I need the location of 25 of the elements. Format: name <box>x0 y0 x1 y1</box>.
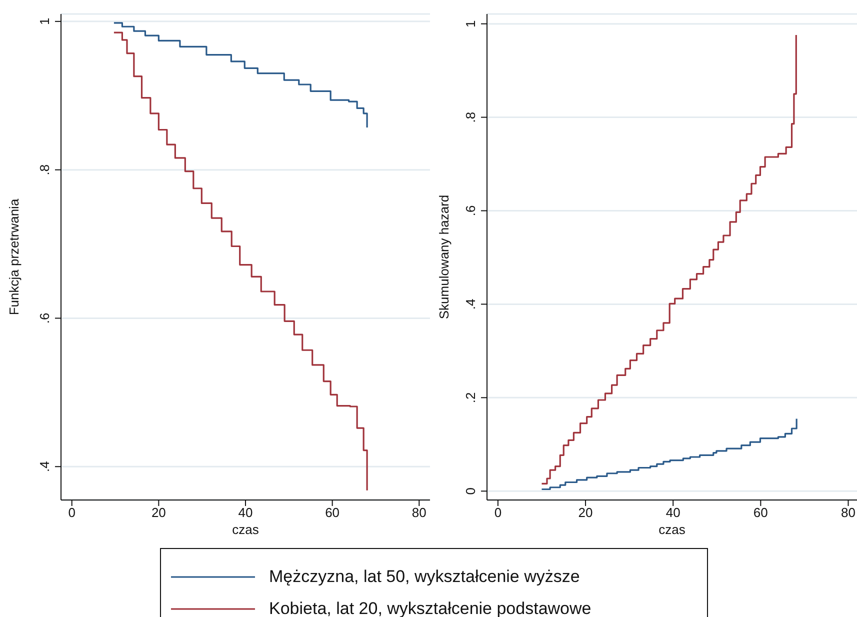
y-tick-label: 0 <box>463 488 478 495</box>
x-tick-label: 60 <box>325 505 340 520</box>
x-tick-label: 60 <box>753 505 768 520</box>
y-tick-label: .6 <box>463 205 478 216</box>
x-tick-label: 80 <box>412 505 426 520</box>
y-tick-label: .8 <box>463 112 478 123</box>
x-tick-label: 40 <box>238 505 253 520</box>
y-axis-title: Skumulowany hazard <box>436 194 452 320</box>
x-tick-label: 20 <box>578 505 593 520</box>
x-tick-label: 40 <box>666 505 680 520</box>
x-tick-label: 80 <box>841 505 856 520</box>
x-axis-title: czas <box>658 522 686 537</box>
y-tick-label: 1 <box>463 20 478 28</box>
y-tick-label: .6 <box>37 312 52 324</box>
x-tick-label: 0 <box>68 505 76 520</box>
y-tick-label: .4 <box>463 298 478 310</box>
x-tick-label: 0 <box>494 505 502 520</box>
y-tick-label: .8 <box>37 164 52 176</box>
y-tick-label: .4 <box>37 461 52 472</box>
y-tick-label: .2 <box>463 392 478 404</box>
y-axis-title: Funkcja przetrwania <box>6 198 22 316</box>
legend-label: Mężczyzna, lat 50, wykształcenie wyższe <box>269 567 580 587</box>
y-tick-label: 1 <box>37 18 52 26</box>
x-axis-title: czas <box>232 522 260 537</box>
x-tick-label: 20 <box>151 505 166 520</box>
